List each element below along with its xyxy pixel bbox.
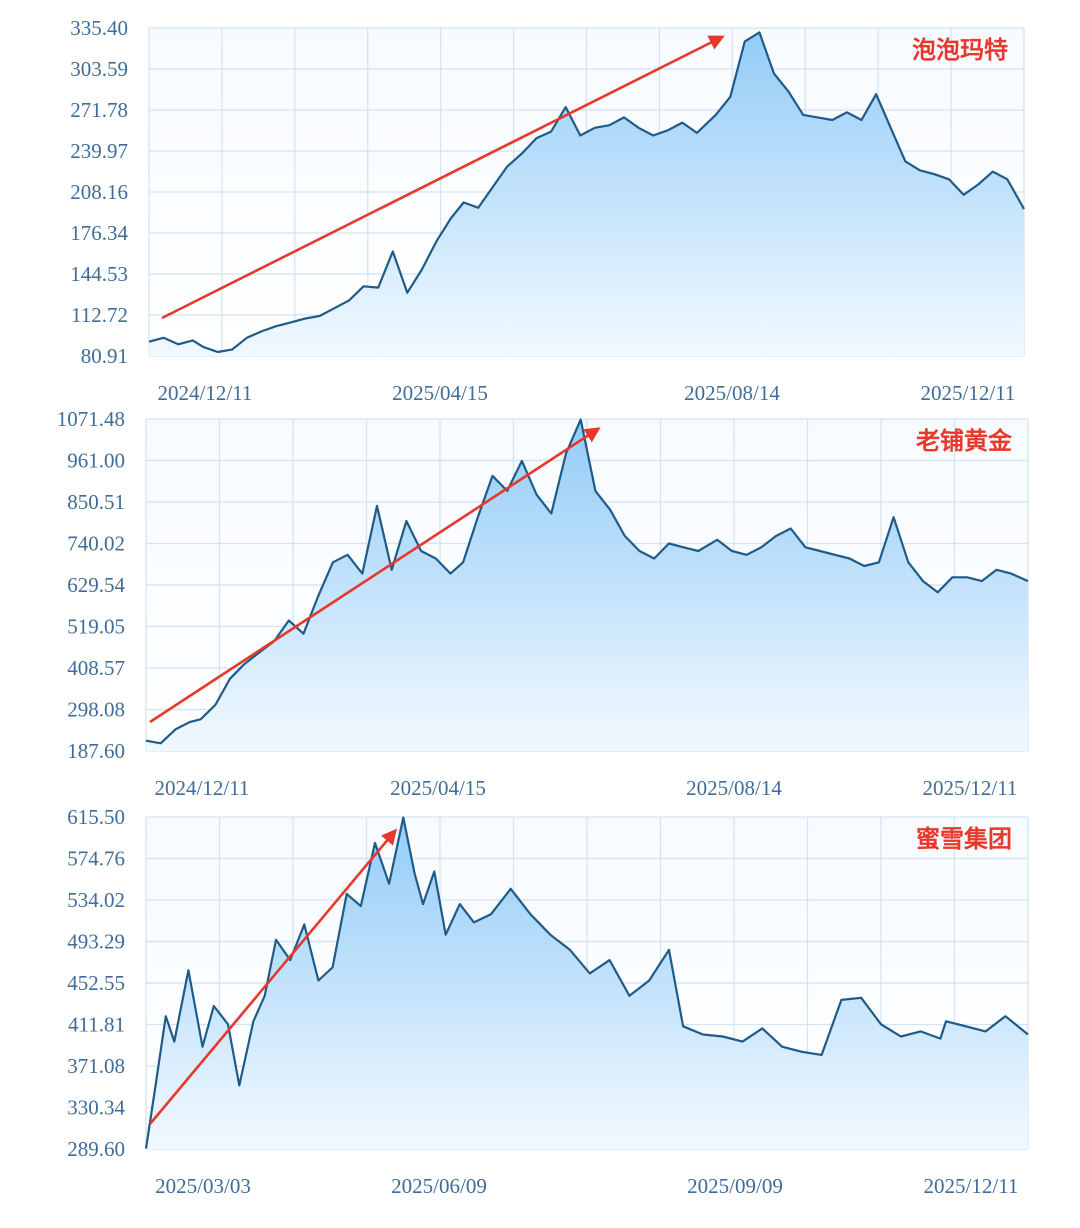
trend-arrow [149, 427, 601, 724]
y-tick-label: 629.54 [67, 573, 125, 597]
price-area [146, 419, 1028, 751]
y-tick-label: 519.05 [67, 615, 125, 639]
y-tick-label: 208.16 [70, 180, 128, 204]
y-tick-label: 289.60 [67, 1137, 125, 1161]
price-line [145, 418, 1029, 745]
y-tick-label: 271.78 [70, 98, 128, 122]
x-tick-label: 2024/12/11 [155, 776, 250, 800]
y-tick-label: 850.51 [67, 490, 125, 514]
y-tick-label: 330.34 [67, 1096, 125, 1120]
x-tick-label: 2025/12/11 [924, 1174, 1019, 1198]
y-tick-label: 144.53 [70, 262, 128, 286]
x-tick-label: 2024/12/11 [158, 381, 253, 405]
x-tick-label: 2025/03/03 [155, 1174, 251, 1198]
y-tick-label: 574.76 [67, 847, 125, 871]
x-tick-label: 2025/09/09 [687, 1174, 783, 1198]
y-tick-label: 239.97 [70, 139, 128, 163]
x-tick-label: 2025/04/15 [390, 776, 486, 800]
y-tick-label: 961.00 [67, 449, 125, 473]
x-tick-label: 2025/08/14 [686, 776, 782, 800]
price-line [148, 31, 1025, 354]
chart-panel-1: 335.40 303.59 271.78 239.97 208.16 176.34 144.… [70, 16, 1025, 405]
price-area [149, 32, 1024, 357]
y-tick-label: 187.60 [67, 739, 125, 763]
y-tick-label: 493.29 [67, 930, 125, 954]
y-tick-label: 298.08 [67, 698, 125, 722]
y-tick-label: 408.57 [67, 656, 125, 680]
panel-title: 泡泡玛特 [912, 36, 1008, 64]
chart-panel-3: 615.50 574.76 534.02 493.29 452.55 411.81 371.… [67, 805, 1029, 1198]
y-tick-label: 534.02 [67, 888, 125, 912]
y-tick-label: 615.50 [67, 805, 125, 829]
x-tick-label: 2025/08/14 [684, 381, 780, 405]
y-tick-label: 176.34 [70, 221, 128, 245]
panel-title: 老铺黄金 [916, 427, 1013, 455]
x-tick-label: 2025/06/09 [391, 1174, 487, 1198]
trend-arrow [161, 35, 725, 320]
x-tick-label: 2025/04/15 [392, 381, 488, 405]
y-tick-label: 452.55 [67, 971, 125, 995]
chart-panel-2: 1071.48 961.00 850.51 740.02 629.54 519.05 408… [57, 407, 1029, 800]
x-tick-label: 2025/12/11 [923, 776, 1018, 800]
y-tick-label: 411.81 [68, 1013, 125, 1037]
y-tick-label: 1071.48 [57, 407, 125, 431]
y-tick-label: 112.72 [71, 303, 128, 327]
panel-title: 蜜雪集团 [916, 825, 1012, 853]
trend-arrow [149, 828, 398, 1125]
y-tick-label: 303.59 [70, 57, 128, 81]
price-area [146, 817, 1028, 1149]
price-line [144, 816, 1029, 1149]
x-tick-label: 2025/12/11 [921, 381, 1016, 405]
y-tick-label: 740.02 [67, 532, 125, 556]
y-tick-label: 80.91 [81, 344, 128, 368]
y-tick-label: 335.40 [70, 16, 128, 40]
y-tick-label: 371.08 [67, 1054, 125, 1078]
